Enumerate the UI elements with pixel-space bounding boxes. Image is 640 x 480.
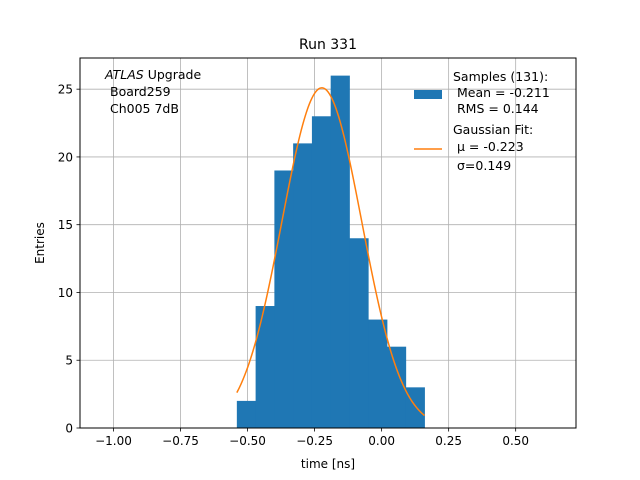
- chart-title: Run 331: [299, 37, 357, 53]
- legend-fit-mu: μ = -0.223: [457, 139, 524, 154]
- y-tick-label: 0: [65, 422, 73, 436]
- y-tick-label: 10: [58, 286, 73, 300]
- plot-frame: [79, 57, 577, 429]
- x-tick-label: 0.50: [502, 434, 529, 448]
- y-axis-label: Entries: [33, 222, 47, 264]
- x-tick-label: −0.50: [229, 434, 266, 448]
- histogram-bar: [255, 306, 275, 428]
- x-tick-label: −0.25: [296, 434, 333, 448]
- x-tick-label: −1.00: [95, 434, 132, 448]
- y-tick-label: 5: [65, 354, 73, 368]
- histogram-bar: [330, 75, 350, 428]
- annotation-block: ATLAS Upgrade Board259 Ch005 7dB: [104, 67, 201, 116]
- annotation-line-1: ATLAS Upgrade: [104, 67, 201, 82]
- y-tick-label: 20: [58, 150, 73, 164]
- annotation-upgrade: Upgrade: [144, 67, 202, 82]
- histogram-bar: [311, 116, 332, 429]
- grid: [80, 58, 576, 429]
- histogram-bar: [386, 346, 407, 428]
- histogram-bar: [293, 143, 313, 428]
- y-tick-label: 25: [58, 83, 73, 97]
- annotation-board: Board259: [110, 84, 171, 99]
- legend-samples-swatch: [414, 90, 442, 99]
- histogram-bar: [349, 238, 369, 428]
- legend: Samples (131): Mean = -0.211 RMS = 0.144…: [414, 69, 550, 173]
- x-ticks: −1.00 −0.75 −0.50 −0.25 0.00 0.25 0.50: [95, 428, 529, 448]
- histogram-bar: [236, 400, 257, 428]
- legend-samples-rms: RMS = 0.144: [457, 101, 539, 116]
- y-ticks: 0 5 10 15 20 25: [58, 83, 80, 436]
- gaussian-fit-curve: [236, 87, 426, 417]
- y-tick-label: 15: [58, 218, 73, 232]
- legend-fit-title: Gaussian Fit:: [453, 122, 533, 137]
- legend-samples-title: Samples (131):: [453, 69, 548, 84]
- histogram-bar: [405, 387, 425, 428]
- x-tick-label: 0.25: [435, 434, 462, 448]
- annotation-channel: Ch005 7dB: [110, 101, 179, 116]
- annotation-experiment: ATLAS: [104, 67, 144, 82]
- x-axis-label: time [ns]: [301, 457, 355, 471]
- histogram-bar: [368, 319, 388, 428]
- legend-fit-sigma: σ=0.149: [457, 158, 511, 173]
- x-tick-label: 0.00: [368, 434, 395, 448]
- legend-samples-mean: Mean = -0.211: [457, 85, 550, 100]
- x-tick-label: −0.75: [162, 434, 199, 448]
- histogram-bars: [236, 75, 425, 429]
